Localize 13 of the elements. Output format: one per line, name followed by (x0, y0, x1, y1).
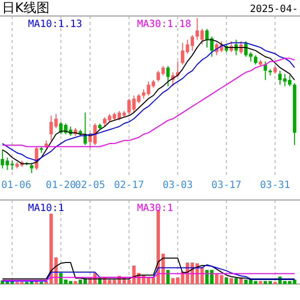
x-tick-label: 02-05 (75, 180, 106, 191)
chart-title: 日K线图 (2, 1, 50, 16)
text: MA30:1.18 (137, 19, 192, 30)
x-tick-label: 03-03 (162, 180, 193, 191)
x-tick-label: 02-17 (114, 180, 144, 191)
text: MA30:1 (137, 203, 174, 214)
x-tick-label: 03-31 (260, 180, 290, 191)
x-tick-label: 03-17 (211, 180, 242, 191)
x-tick-label: 01-06 (1, 180, 32, 191)
text: MA10:1.13 (28, 19, 82, 30)
text: MA10:1 (28, 203, 64, 214)
text: 2025-04- (250, 4, 298, 15)
x-tick-label: 01-20 (46, 180, 76, 191)
